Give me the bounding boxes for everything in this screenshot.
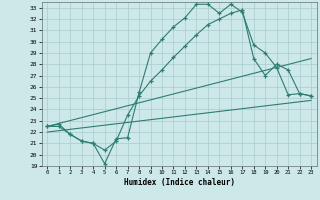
X-axis label: Humidex (Indice chaleur): Humidex (Indice chaleur) — [124, 178, 235, 187]
